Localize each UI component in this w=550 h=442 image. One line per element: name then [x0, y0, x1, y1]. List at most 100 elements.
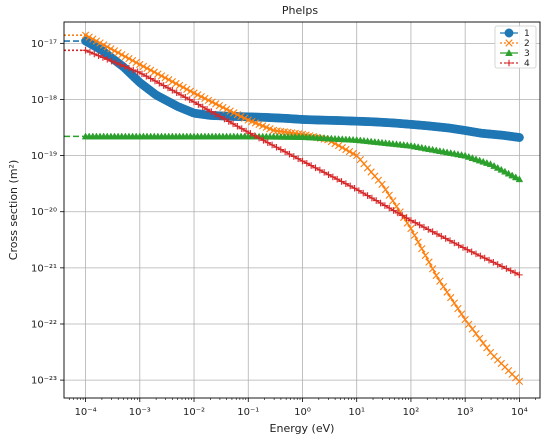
series-4-marker	[255, 134, 263, 142]
series-4-marker	[368, 194, 376, 202]
series-4-marker	[377, 199, 384, 207]
series-4-marker	[216, 113, 224, 120]
series-layer	[64, 31, 524, 386]
series-4-marker	[160, 82, 167, 89]
series-4-marker	[143, 72, 150, 80]
series-2-marker	[118, 51, 126, 59]
series-2-marker	[150, 68, 158, 76]
y-tick-label: 10⁻¹⁷	[31, 39, 57, 50]
series-4-marker	[286, 150, 293, 158]
series-2-marker	[349, 149, 357, 158]
series-4-marker	[229, 120, 237, 128]
series-2-marker	[338, 143, 346, 152]
series-3-marker	[501, 167, 509, 175]
series-4-marker	[455, 241, 462, 249]
series-3-marker	[493, 163, 502, 171]
series-4-marker	[125, 64, 133, 72]
series-4-marker	[394, 209, 402, 217]
series-2-marker	[186, 87, 195, 95]
series-4-marker	[481, 254, 488, 262]
series-2-marker	[175, 81, 184, 90]
series-4-marker	[103, 55, 111, 63]
series-2-marker	[197, 92, 205, 101]
series-4-marker	[151, 77, 159, 85]
series-4-marker	[95, 52, 102, 60]
series-4-marker	[199, 103, 207, 111]
x-axis-title: Energy (eV)	[270, 422, 335, 435]
series-2-marker	[89, 35, 97, 43]
series-3-marker	[515, 175, 524, 183]
series-2-marker	[110, 47, 119, 55]
series-4-marker	[190, 98, 198, 106]
series-4-marker	[325, 171, 332, 178]
series-4-marker	[485, 256, 493, 264]
x-tick-label: 10⁻²	[183, 407, 205, 418]
series-4-marker	[82, 47, 89, 54]
series-4-marker	[464, 246, 471, 253]
series-2-marker	[515, 377, 524, 386]
series-4-marker	[307, 162, 315, 169]
series-4-marker	[320, 169, 328, 176]
series-2-marker	[392, 202, 401, 211]
plot-frame	[63, 21, 541, 399]
series-2-marker	[201, 94, 209, 103]
x-tick-label: 10⁻³	[129, 407, 151, 418]
y-axis-title: Cross section (m²)	[7, 160, 20, 260]
y-tick-label: 10⁻¹⁹	[31, 151, 57, 162]
series-4-marker	[221, 115, 228, 123]
series-4-marker	[351, 184, 358, 192]
y-tick-label: 10⁻²²	[31, 319, 57, 330]
series-4-marker	[312, 164, 319, 172]
legend-label-3: 3	[524, 49, 530, 59]
series-2-marker	[226, 107, 234, 115]
legend-marker-1	[504, 28, 514, 38]
series-4-marker	[498, 263, 506, 270]
series-4-marker	[490, 258, 497, 266]
series-2-marker	[183, 85, 191, 93]
series-4-marker	[420, 223, 428, 231]
series-4-marker	[147, 75, 154, 82]
series-4-marker	[511, 269, 519, 277]
x-tick-label: 10⁰	[294, 407, 311, 418]
legend-label-4: 4	[524, 59, 530, 69]
series-2-marker	[432, 271, 440, 280]
series-2-marker	[240, 114, 249, 122]
series-2-marker	[483, 344, 491, 352]
series-4-marker	[342, 180, 350, 188]
series-2-marker	[165, 76, 173, 84]
series-4-marker	[359, 189, 367, 197]
series-2-marker	[378, 180, 386, 188]
series-3-marker	[486, 160, 495, 168]
series-2-marker	[334, 141, 343, 150]
series-3	[64, 132, 524, 183]
series-2-marker	[154, 70, 162, 78]
series-2-marker	[139, 62, 148, 71]
series-2-marker	[479, 339, 487, 347]
series-4-marker	[268, 141, 276, 149]
series-2-marker	[410, 231, 419, 240]
series-2-marker	[237, 112, 245, 121]
series-4-marker	[173, 89, 180, 96]
series-4-marker	[381, 202, 389, 209]
series-4-marker	[516, 271, 523, 279]
series-2-marker	[381, 185, 390, 194]
series-4-marker	[472, 250, 480, 258]
series-2-marker	[107, 45, 115, 53]
series-4-marker	[294, 155, 302, 163]
chart-title: Phelps	[282, 4, 318, 17]
series-1-marker	[514, 133, 524, 142]
series-2-marker	[143, 64, 151, 72]
series-4-marker	[442, 235, 449, 242]
series-2-marker	[454, 304, 462, 313]
series-4-marker	[424, 226, 432, 233]
series-2-marker	[208, 98, 216, 106]
series-4-marker	[86, 48, 94, 56]
x-tick-label: 10⁻¹	[237, 407, 259, 418]
series-2-marker	[212, 100, 220, 108]
series-4-marker	[195, 101, 202, 108]
series-4-marker	[416, 221, 423, 229]
series-4-marker	[203, 106, 211, 113]
series-2-marker	[125, 54, 133, 63]
series-4-marker	[177, 91, 185, 99]
series-4-marker	[503, 265, 510, 272]
